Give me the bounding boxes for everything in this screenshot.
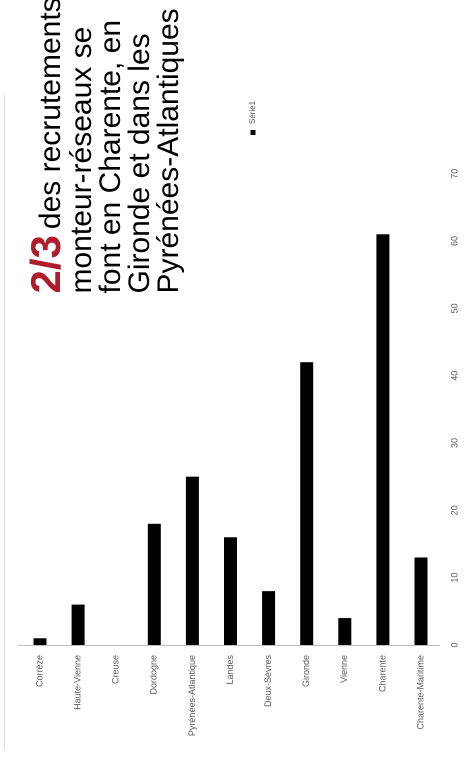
value-tick-label: 70	[449, 169, 459, 179]
bar	[262, 591, 276, 645]
bar	[414, 557, 428, 645]
bar	[147, 523, 161, 645]
category-label: Charente-Maritime	[415, 655, 425, 730]
headline-line-3: font en Charente, en	[94, 19, 127, 293]
category-label: Landes	[225, 655, 235, 685]
bar	[224, 537, 237, 645]
category-label: Charente	[377, 655, 387, 692]
category-label: Pyrénées-Atlantique	[187, 655, 197, 736]
headline-line-2: monteur-réseaux se	[65, 26, 98, 293]
category-label: Haute-Vienne	[72, 655, 82, 710]
bar	[33, 638, 47, 645]
bar	[338, 618, 352, 645]
value-tick-label: 50	[449, 303, 459, 313]
category-label: Creuse	[111, 655, 121, 684]
value-tick-label: 20	[449, 505, 459, 515]
bar	[71, 604, 85, 645]
headline-highlight: 2/3	[22, 234, 69, 293]
headline-line-5: Pyrénées-Atlantiques	[152, 7, 185, 293]
value-tick-label: 10	[449, 573, 459, 583]
category-label: Dordogne	[149, 655, 159, 695]
bar	[300, 362, 314, 645]
category-label: Deux-Sèvres	[263, 655, 273, 708]
value-tick-label: 60	[449, 236, 459, 246]
value-tick-label: 0	[449, 642, 459, 647]
chart-frame-edge	[4, 95, 5, 750]
category-label: Corrèze	[34, 655, 44, 687]
value-tick-label: 30	[449, 438, 459, 448]
bar	[185, 476, 199, 645]
headline-line-1: 2/3des recrutements de	[22, 0, 69, 293]
headline-line-4: Gironde et dans les	[123, 32, 156, 293]
legend-swatch	[250, 130, 256, 135]
legend-label: Série1	[248, 100, 257, 124]
category-label: Gironde	[301, 655, 311, 687]
value-tick-label: 40	[449, 371, 459, 381]
headline: 2/3des recrutements de monteur-réseaux s…	[22, 0, 185, 293]
bar	[376, 234, 390, 646]
category-label: Vienne	[339, 655, 349, 683]
